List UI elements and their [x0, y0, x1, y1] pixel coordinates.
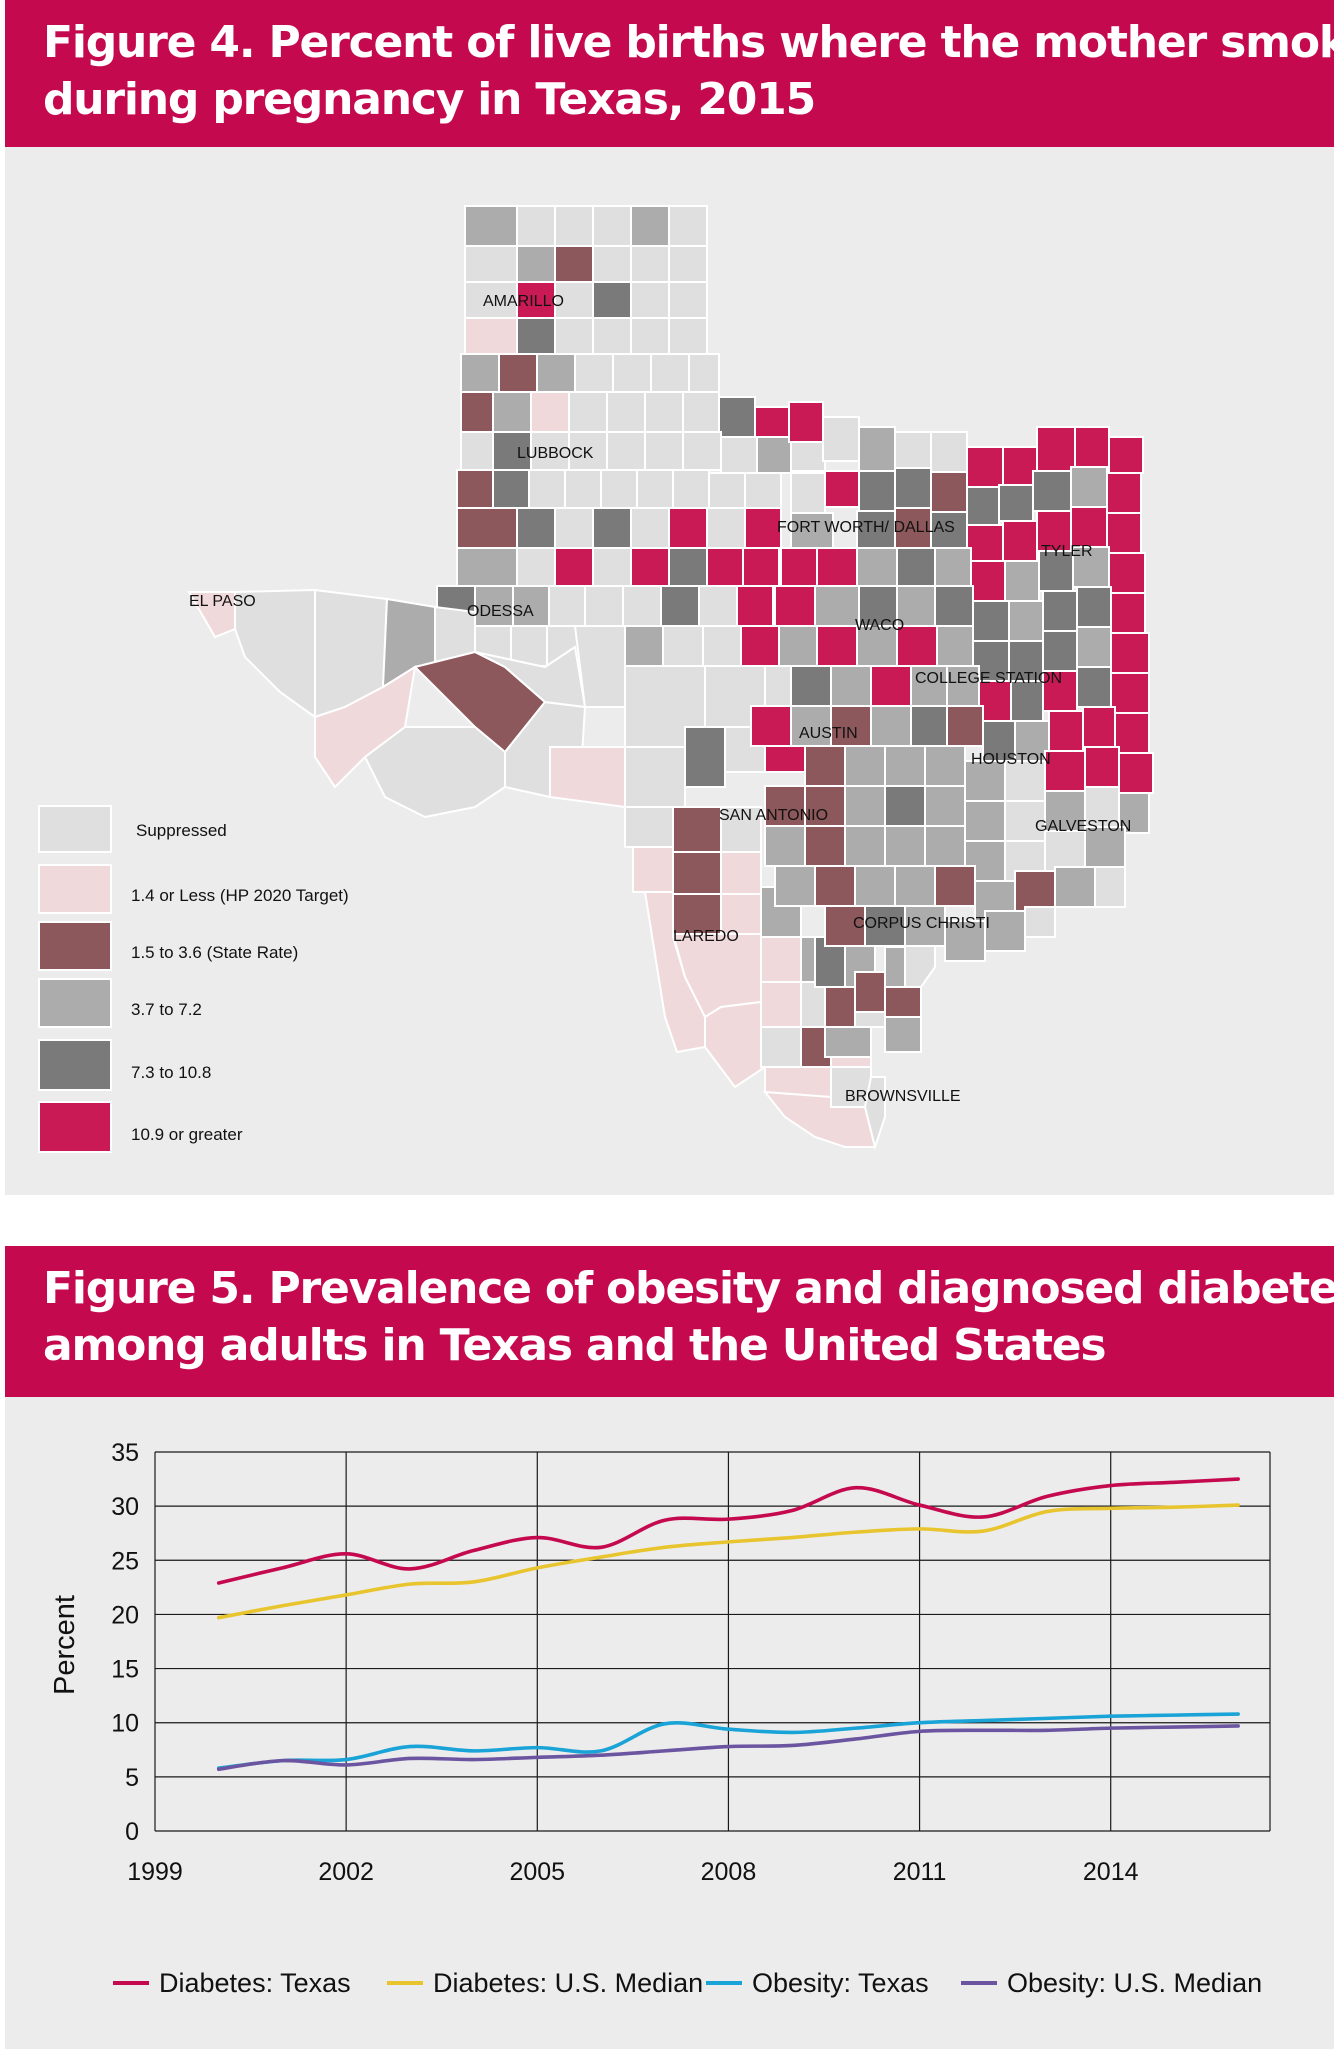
city-label-el-paso: EL PASO [189, 593, 256, 610]
x-tick-labels: 1999 2002 2005 2008 2011 2014 [127, 1858, 1138, 1886]
plot-area [155, 1452, 1270, 1831]
figure4-title-line1: Figure 4. Percent of live births where t… [43, 17, 1339, 68]
city-label-galveston: GALVESTON [1035, 818, 1131, 835]
figure5-title-line2: among adults in Texas and the United Sta… [43, 1320, 1107, 1371]
y-axis-label: Percent [49, 1595, 81, 1695]
y-tick-label: 20 [111, 1601, 139, 1629]
city-label-corpus-christi: CORPUS CHRISTI [853, 915, 990, 932]
city-label-austin: AUSTIN [799, 725, 858, 742]
county-grid-panhandle [436, 205, 826, 667]
y-tick-label: 30 [111, 1493, 139, 1521]
legend-label-10-9: 10.9 or greater [131, 1125, 243, 1144]
legend-label-diabetes-us-median: Diabetes: U.S. Median [433, 1968, 703, 1998]
x-tick-label: 2014 [1083, 1858, 1139, 1886]
city-label-houston: HOUSTON [971, 751, 1051, 768]
county-shapes-west [187, 588, 806, 819]
legend-swatch-hp2020 [38, 864, 112, 914]
gridlines [154, 1451, 1271, 1832]
legend-swatch-10-9 [38, 1101, 112, 1153]
y-tick-labels: 0 5 10 15 20 25 30 35 [111, 1439, 139, 1846]
city-label-fort-worth-dallas: FORT WORTH/ DALLAS [777, 519, 955, 536]
y-tick-label: 25 [111, 1547, 139, 1575]
legend-label-hp2020: 1.4 or Less (HP 2020 Target) [131, 886, 349, 905]
legend-swatch-suppressed [38, 805, 112, 853]
y-tick-label: 0 [125, 1818, 139, 1846]
series-line-diabetes-texas [216, 1477, 1240, 1585]
city-label-lubbock: LUBBOCK [517, 445, 594, 462]
x-tick-label: 2011 [893, 1858, 947, 1886]
x-tick-label: 2002 [318, 1858, 374, 1886]
figure4-title-banner: Figure 4. Percent of live births where t… [5, 0, 1339, 147]
county-shapes-east [740, 401, 1154, 962]
series-line-obesity-us-median [216, 1724, 1240, 1772]
legend-label-diabetes-texas: Diabetes: Texas [159, 1968, 351, 1998]
city-label-college-station: COLLEGE STATION [915, 670, 1062, 687]
y-tick-label: 35 [111, 1439, 139, 1467]
figure4-title-line2: during pregnancy in Texas, 2015 [43, 74, 816, 125]
series-lines [216, 1477, 1240, 1772]
map-legend: Suppressed 1.4 or Less (HP 2020 Target) … [38, 805, 349, 1153]
legend-swatch-7-3 [38, 1039, 112, 1091]
legend-swatch-3-7 [38, 978, 112, 1028]
legend-label-7-3: 7.3 to 10.8 [131, 1063, 211, 1082]
city-label-amarillo: AMARILLO [483, 293, 564, 310]
y-tick-label: 10 [111, 1710, 139, 1738]
figure4-panel: AMARILLO LUBBOCK EL PASO ODESSA FORT WOR… [5, 147, 1334, 1195]
series-line-diabetes-us-median [216, 1503, 1240, 1620]
figure5-title-banner: Figure 5. Prevalence of obesity and diag… [5, 1246, 1339, 1397]
legend-label-3-7: 3.7 to 7.2 [131, 1000, 202, 1019]
x-tick-label: 2008 [701, 1858, 757, 1886]
legend-label-suppressed: Suppressed [136, 821, 227, 840]
y-tick-label: 15 [111, 1656, 139, 1684]
x-tick-label: 1999 [127, 1858, 183, 1886]
texas-map: AMARILLO LUBBOCK EL PASO ODESSA FORT WOR… [38, 205, 1154, 1153]
city-label-waco: WACO [855, 617, 904, 634]
series-line-obesity-texas [216, 1712, 1240, 1770]
city-label-odessa: ODESSA [467, 603, 534, 620]
city-label-san-antonio: SAN ANTONIO [719, 807, 828, 824]
figure5-title-line1: Figure 5. Prevalence of obesity and diag… [43, 1263, 1339, 1314]
city-label-tyler: TYLER [1041, 543, 1093, 560]
figure5-panel: 0 5 10 15 20 25 30 35 1999 2002 2005 2008 2011 2014 … [5, 1397, 1334, 2049]
chart-legend: Diabetes: Texas Diabetes: U.S. Median Obes… [113, 1968, 1262, 1998]
legend-label-obesity-texas: Obesity: Texas [752, 1968, 929, 1998]
legend-label-obesity-us-median: Obesity: U.S. Median [1007, 1968, 1262, 1998]
x-tick-label: 2005 [509, 1858, 565, 1886]
legend-label-state-rate: 1.5 to 3.6 (State Rate) [131, 943, 298, 962]
y-tick-label: 5 [125, 1764, 139, 1792]
legend-swatch-state-rate [38, 921, 112, 971]
city-labels: AMARILLO LUBBOCK EL PASO ODESSA FORT WOR… [189, 293, 1131, 1105]
city-label-brownsville: BROWNSVILLE [845, 1088, 961, 1105]
city-label-laredo: LAREDO [673, 928, 739, 945]
county-shapes-south [624, 806, 942, 1151]
